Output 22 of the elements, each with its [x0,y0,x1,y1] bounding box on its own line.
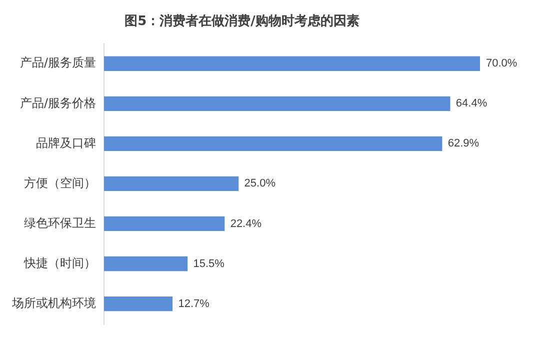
data-label: 62.9% [448,138,480,150]
data-label: 22.4% [230,218,262,230]
y-tick-label: 品牌及口碑 [36,136,96,150]
bar [104,296,173,312]
data-label: 25.0% [244,178,276,190]
data-label: 64.4% [456,98,488,110]
data-label: 12.7% [178,298,210,310]
data-label: 70.0% [486,58,518,70]
y-tick-label: 场所或机构环境 [11,296,96,310]
bar [104,176,239,192]
y-tick-label: 产品/服务质量 [20,56,96,70]
bar [104,136,442,151]
y-tick-label: 绿色环保卫生 [24,216,96,230]
y-tick-label: 产品/服务价格 [20,96,96,110]
bar [104,96,450,111]
chart-title: 图5：消费者在做消费/购物时考虑的因素 [124,13,360,30]
y-tick-label: 方便（空间） [24,176,96,190]
bar [104,256,188,272]
y-tick-label: 快捷（时间） [23,256,96,270]
bar [104,56,480,71]
bar [104,216,225,232]
data-label: 15.5% [193,258,225,270]
